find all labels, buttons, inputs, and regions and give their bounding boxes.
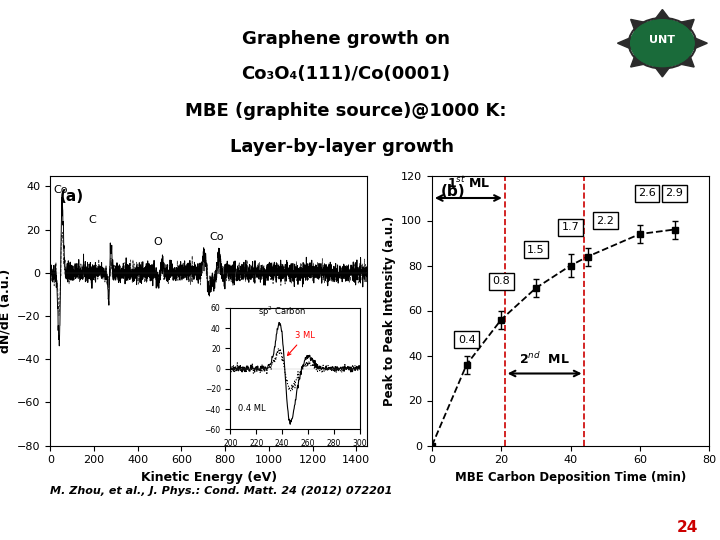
Text: 1$^{st}$ ML: 1$^{st}$ ML <box>446 176 490 191</box>
Text: Co₃O₄(111)/Co(0001): Co₃O₄(111)/Co(0001) <box>241 65 450 83</box>
Text: 0.4 ML: 0.4 ML <box>238 404 266 413</box>
Y-axis label: Peak to Peak Intensity (a.u.): Peak to Peak Intensity (a.u.) <box>382 215 395 406</box>
Text: 2.6: 2.6 <box>638 188 656 199</box>
Polygon shape <box>618 10 707 77</box>
Circle shape <box>631 19 694 67</box>
Text: UNT: UNT <box>649 36 675 45</box>
X-axis label: Kinetic Energy (eV): Kinetic Energy (eV) <box>140 471 277 484</box>
Text: M. Zhou, et al., J. Phys.: Cond. Matt. 24 (2012) 072201: M. Zhou, et al., J. Phys.: Cond. Matt. 2… <box>50 486 393 496</box>
Text: 3 ML: 3 ML <box>287 331 315 355</box>
Text: sp$^2$ Carbon: sp$^2$ Carbon <box>258 305 306 319</box>
Text: Co: Co <box>210 232 224 242</box>
X-axis label: MBE Carbon Deposition Time (min): MBE Carbon Deposition Time (min) <box>455 471 686 484</box>
Text: 0.8: 0.8 <box>492 276 510 286</box>
Text: 24: 24 <box>677 519 698 535</box>
Text: (b): (b) <box>441 184 465 199</box>
Text: 2$^{nd}$  ML: 2$^{nd}$ ML <box>519 351 570 367</box>
Text: Co: Co <box>53 185 68 195</box>
Text: 1.5: 1.5 <box>527 245 545 255</box>
Y-axis label: dN/dE (a.u.): dN/dE (a.u.) <box>0 268 12 353</box>
Text: (a): (a) <box>60 189 84 204</box>
Text: Graphene growth on: Graphene growth on <box>242 30 449 49</box>
Text: 2.9: 2.9 <box>665 188 683 199</box>
Text: 0.4: 0.4 <box>458 335 475 345</box>
Text: C: C <box>88 215 96 225</box>
Text: MBE (graphite source)@1000 K:: MBE (graphite source)@1000 K: <box>185 103 506 120</box>
Text: O: O <box>153 237 162 247</box>
Text: Layer-by-layer growth: Layer-by-layer growth <box>230 138 454 156</box>
Text: 1.7: 1.7 <box>562 222 580 232</box>
Text: 2.2: 2.2 <box>596 215 614 226</box>
